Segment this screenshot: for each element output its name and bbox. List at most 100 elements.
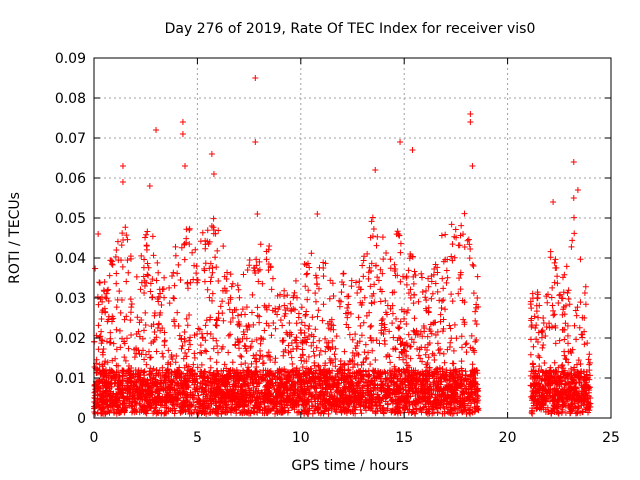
data-point xyxy=(407,286,414,293)
data-point xyxy=(169,273,176,280)
data-point xyxy=(425,354,432,361)
data-point xyxy=(141,290,148,297)
data-point xyxy=(369,214,376,221)
data-point xyxy=(346,331,353,338)
data-point xyxy=(96,279,103,286)
data-point xyxy=(106,339,113,346)
data-point xyxy=(173,352,180,359)
data-point xyxy=(122,224,129,231)
data-point xyxy=(253,256,260,263)
data-point xyxy=(172,359,179,366)
data-point xyxy=(302,312,309,319)
data-point xyxy=(184,279,191,286)
data-point xyxy=(168,351,175,358)
data-point xyxy=(387,379,394,386)
data-point xyxy=(462,341,469,348)
data-point xyxy=(186,225,193,232)
data-point xyxy=(145,264,152,271)
data-point xyxy=(527,336,534,343)
data-point xyxy=(345,301,352,308)
data-point xyxy=(281,287,288,294)
data-point xyxy=(316,351,323,358)
data-point xyxy=(285,342,292,349)
data-point xyxy=(213,264,220,271)
data-point xyxy=(113,280,120,287)
data-point xyxy=(254,312,261,319)
data-point xyxy=(227,331,234,338)
data-point xyxy=(387,265,394,272)
data-point xyxy=(453,335,460,342)
data-point xyxy=(106,272,113,279)
data-point xyxy=(391,261,398,268)
data-point xyxy=(301,261,308,268)
data-point xyxy=(371,299,378,306)
data-point xyxy=(448,335,455,342)
data-point xyxy=(193,263,200,270)
data-point xyxy=(461,321,468,328)
data-point xyxy=(331,351,338,358)
data-point xyxy=(362,368,369,375)
data-point xyxy=(191,332,198,339)
data-point xyxy=(366,309,373,316)
data-point xyxy=(298,304,305,311)
data-point xyxy=(220,243,227,250)
data-point xyxy=(265,349,272,356)
data-point xyxy=(241,342,248,349)
data-point xyxy=(472,308,479,315)
data-point xyxy=(554,273,561,280)
data-point xyxy=(265,322,272,329)
data-point xyxy=(241,331,248,338)
data-point xyxy=(429,290,436,297)
data-point xyxy=(210,224,217,231)
data-point xyxy=(278,401,285,408)
data-point xyxy=(107,329,114,336)
data-point xyxy=(426,405,433,412)
data-point xyxy=(303,308,310,315)
data-point xyxy=(127,296,134,303)
data-point xyxy=(407,355,414,362)
data-point xyxy=(217,303,224,310)
data-point xyxy=(238,353,245,360)
data-point xyxy=(227,271,234,278)
data-point xyxy=(411,315,418,322)
data-point xyxy=(164,361,171,368)
data-point xyxy=(192,403,199,410)
data-point xyxy=(540,314,547,321)
data-point xyxy=(306,378,313,385)
data-point xyxy=(127,253,134,260)
data-point xyxy=(373,242,380,249)
data-point xyxy=(238,409,245,416)
data-point xyxy=(183,315,190,322)
data-point xyxy=(396,354,403,361)
data-point xyxy=(340,270,347,277)
data-point xyxy=(380,331,387,338)
data-point xyxy=(268,286,275,293)
data-point xyxy=(225,300,232,307)
data-point xyxy=(341,348,348,355)
data-point xyxy=(463,349,470,356)
data-point xyxy=(248,309,255,316)
data-point xyxy=(222,409,229,416)
data-point xyxy=(309,410,316,417)
data-point xyxy=(213,359,220,366)
data-point xyxy=(398,306,405,313)
data-point xyxy=(246,257,253,264)
data-point xyxy=(313,280,320,287)
data-point xyxy=(418,270,425,277)
data-point xyxy=(233,306,240,313)
data-point xyxy=(372,357,379,364)
data-point xyxy=(530,343,537,350)
data-point xyxy=(192,388,199,395)
data-point xyxy=(303,271,310,278)
data-point xyxy=(430,404,437,411)
data-point xyxy=(341,360,348,367)
data-point xyxy=(302,283,309,290)
data-point xyxy=(123,278,130,285)
data-point xyxy=(103,338,110,345)
data-point xyxy=(92,265,99,272)
data-point xyxy=(329,280,336,287)
data-point xyxy=(277,291,284,298)
data-point xyxy=(136,400,143,407)
data-point xyxy=(423,377,430,384)
